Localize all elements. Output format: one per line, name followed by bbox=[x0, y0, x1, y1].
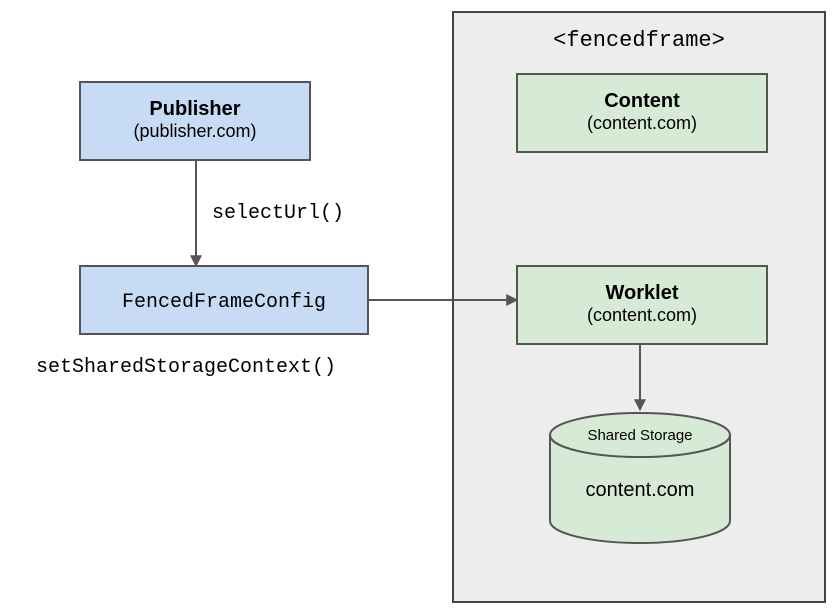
content-subtitle: (content.com) bbox=[587, 113, 697, 133]
content-title: Content bbox=[604, 90, 680, 112]
set-shared-storage-context-label: setSharedStorageContext() bbox=[36, 356, 336, 379]
worklet-title: Worklet bbox=[606, 282, 679, 304]
worklet-subtitle: (content.com) bbox=[587, 305, 697, 325]
publisher-title: Publisher bbox=[149, 98, 240, 120]
fencedframe-label: <fencedframe> bbox=[553, 28, 725, 53]
publisher-subtitle: (publisher.com) bbox=[133, 121, 256, 141]
storage-body-label: content.com bbox=[586, 479, 695, 501]
config-title: FencedFrameConfig bbox=[122, 291, 326, 314]
storage-top-label: Shared Storage bbox=[587, 427, 692, 444]
pub_to_config-edge-label: selectUrl() bbox=[212, 202, 344, 225]
